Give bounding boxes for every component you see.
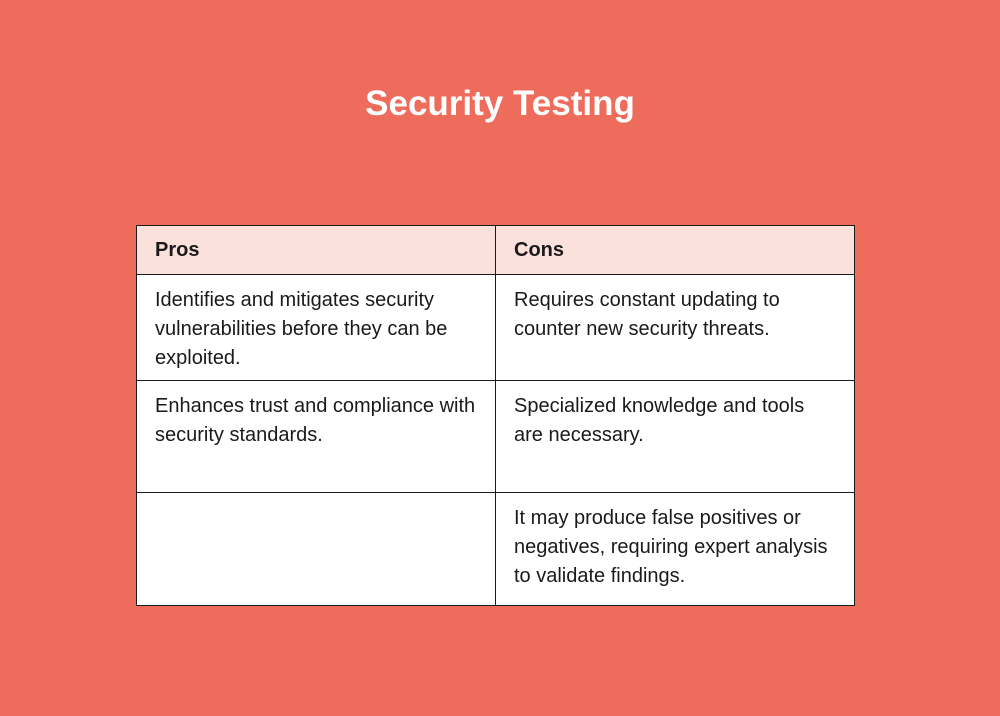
pro-cell: Enhances trust and compliance with secur…	[136, 380, 496, 493]
table-row: Enhances trust and compliance with secur…	[136, 380, 855, 493]
header-pros: Pros	[136, 225, 496, 275]
pro-cell	[136, 492, 496, 606]
header-cons: Cons	[495, 225, 855, 275]
pros-cons-table: Pros Cons Identifies and mitigates secur…	[136, 225, 855, 606]
con-cell: It may produce false positives or negati…	[495, 492, 855, 606]
table-row: Identifies and mitigates security vulner…	[136, 274, 855, 381]
con-cell: Specialized knowledge and tools are nece…	[495, 380, 855, 493]
table-row: It may produce false positives or negati…	[136, 492, 855, 606]
table-header-row: Pros Cons	[136, 225, 855, 275]
page-title: Security Testing	[365, 84, 635, 123]
con-cell: Requires constant updating to counter ne…	[495, 274, 855, 381]
pro-cell: Identifies and mitigates security vulner…	[136, 274, 496, 381]
